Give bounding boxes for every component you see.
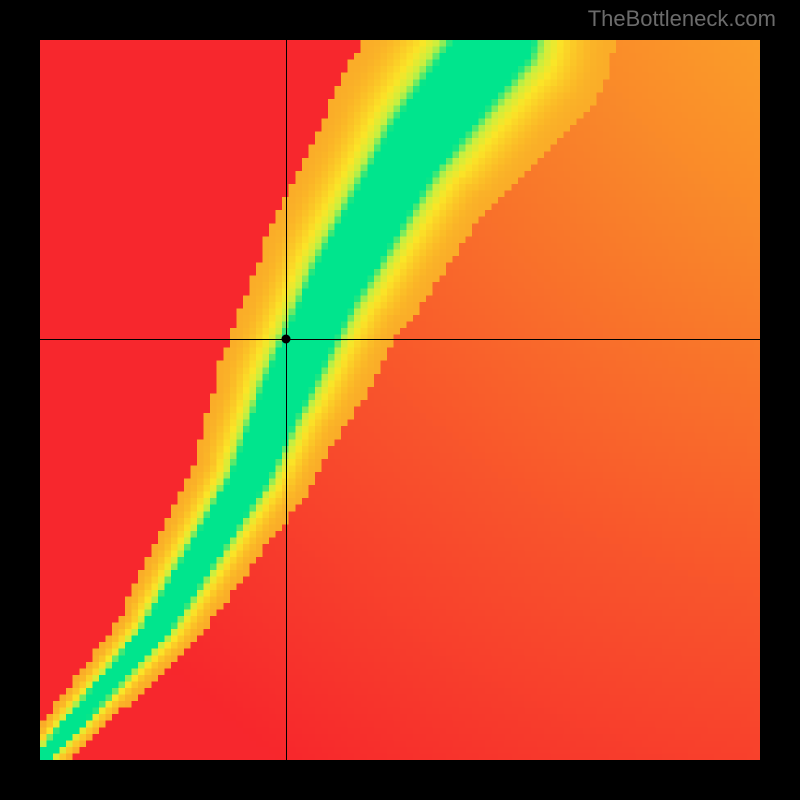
- chart-frame: TheBottleneck.com: [0, 0, 800, 800]
- plot-area: [40, 40, 760, 760]
- data-point: [282, 334, 291, 343]
- crosshair-vertical: [286, 40, 287, 760]
- watermark-text: TheBottleneck.com: [588, 6, 776, 32]
- crosshair-horizontal: [40, 339, 760, 340]
- heatmap-canvas: [40, 40, 760, 760]
